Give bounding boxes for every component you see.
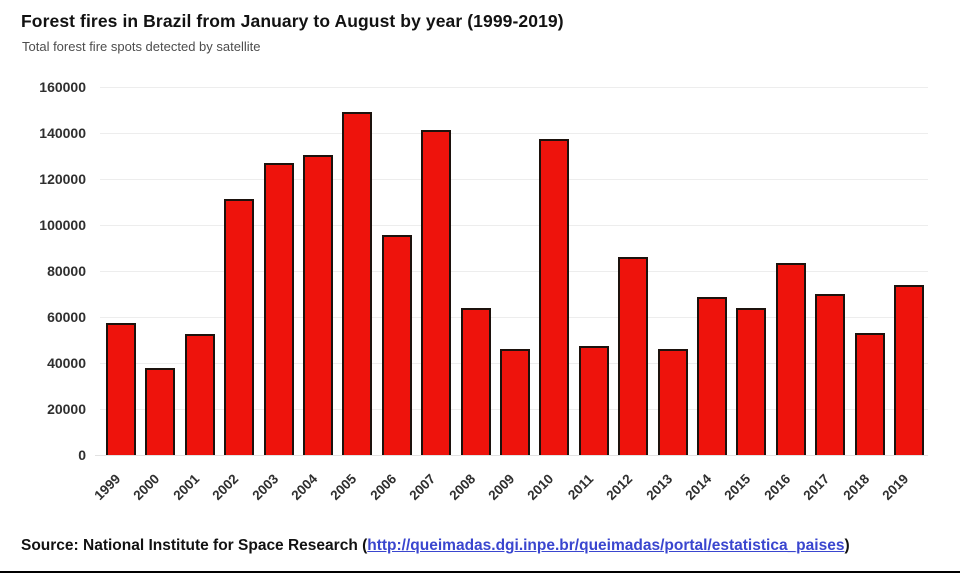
source-suffix: ) — [844, 537, 850, 554]
gridline — [100, 132, 928, 134]
plot-area — [95, 86, 928, 456]
bar-2002 — [224, 198, 255, 455]
bar-2007 — [421, 129, 452, 455]
x-tick-label: 2004 — [288, 471, 321, 504]
x-tick-label: 2002 — [209, 471, 242, 504]
gridline — [100, 224, 928, 226]
y-tick-label: 140000 — [39, 125, 86, 141]
x-tick-label: 2009 — [485, 471, 518, 504]
y-tick-label: 20000 — [47, 401, 86, 417]
chart-subtitle: Total forest fire spots detected by sate… — [22, 39, 261, 54]
y-tick-label: 60000 — [47, 309, 86, 325]
gridline — [100, 270, 928, 272]
y-axis: 0 20000 40000 60000 80000 100000 120000 140000 1… — [0, 79, 86, 463]
bar-2012 — [618, 257, 649, 455]
bar-1999 — [106, 322, 136, 455]
bar-2015 — [736, 307, 767, 455]
source-text: Source: National Institute for Space Res… — [21, 537, 368, 554]
x-axis: 1999 2000 2001 2002 2003 2004 2005 2006 2007 2008… — [91, 455, 928, 515]
chart-title: Forest fires in Brazil from January to A… — [21, 11, 564, 31]
gridline — [100, 178, 928, 180]
y-tick-label: 80000 — [47, 263, 86, 279]
bar-2006 — [381, 235, 412, 455]
bar-2001 — [184, 334, 215, 455]
x-tick-label: 1999 — [91, 471, 124, 504]
gridline — [100, 316, 928, 318]
x-tick-label: 2019 — [879, 471, 912, 504]
source-line: Source: National Institute for Space Res… — [21, 537, 850, 555]
gridline — [100, 86, 928, 88]
bar-2004 — [303, 154, 333, 455]
bar-2018 — [854, 333, 885, 455]
y-tick-label: 0 — [78, 447, 86, 463]
x-tick-label: 2012 — [603, 471, 636, 504]
y-tick-label: 40000 — [47, 355, 86, 371]
x-tick-label: 2014 — [682, 471, 715, 504]
y-tick-label: 160000 — [39, 79, 86, 95]
bar-2008 — [460, 307, 491, 455]
bar-2016 — [775, 262, 806, 455]
y-tick-label: 120000 — [39, 171, 86, 187]
bar-2003 — [263, 162, 294, 455]
bar-2009 — [500, 349, 530, 455]
bar-2013 — [657, 349, 688, 455]
y-tick-label: 100000 — [39, 217, 86, 233]
x-tick-label: 2007 — [406, 471, 439, 504]
bar-2005 — [342, 112, 373, 455]
bar-2000 — [145, 367, 176, 455]
x-axis-line — [95, 455, 928, 456]
bar-2011 — [578, 345, 609, 455]
bottom-border — [0, 571, 960, 573]
bar-2019 — [894, 284, 924, 455]
bar-2014 — [697, 297, 727, 455]
x-tick-label: 2017 — [800, 471, 833, 504]
bar-2010 — [539, 138, 570, 455]
bar-2017 — [815, 294, 846, 455]
source-link[interactable]: http://queimadas.dgi.inpe.br/queimadas/p… — [367, 537, 845, 554]
